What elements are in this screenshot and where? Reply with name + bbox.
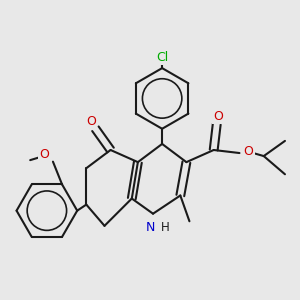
Text: O: O — [86, 115, 96, 128]
Text: H: H — [160, 221, 169, 234]
Text: O: O — [213, 110, 223, 123]
Text: Cl: Cl — [156, 51, 168, 64]
Text: N: N — [145, 221, 155, 234]
Text: O: O — [39, 148, 49, 160]
Text: O: O — [244, 145, 254, 158]
